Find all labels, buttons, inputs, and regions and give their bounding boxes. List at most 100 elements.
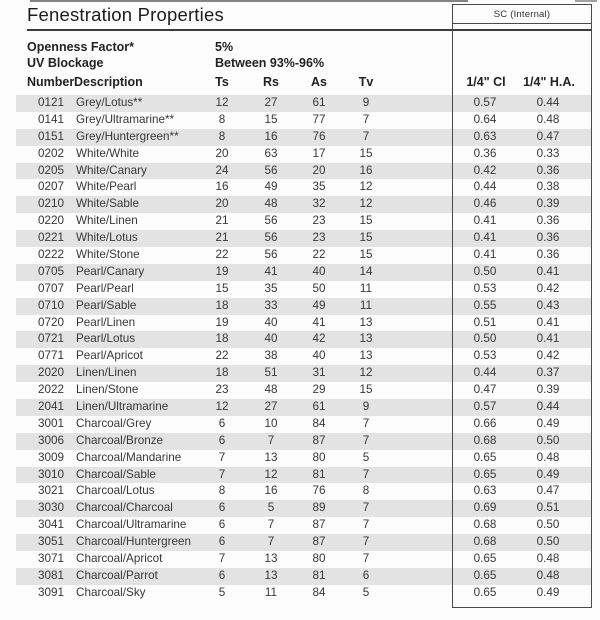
- cell-ts: 21: [215, 231, 229, 245]
- cell-number: 0210: [38, 197, 65, 211]
- cell-quarter-cl: 0.64: [473, 112, 497, 126]
- cell-rs: 27: [264, 96, 278, 109]
- cell-quarter-cl: 0.44: [473, 366, 497, 380]
- cell-number: 0221: [38, 231, 65, 245]
- cell-rs: 10: [264, 416, 278, 430]
- cell-quarter-ha: 0.42: [536, 349, 560, 363]
- cell-number: 3009: [38, 450, 65, 464]
- cell-ts: 19: [215, 264, 229, 278]
- cell-rs: 40: [264, 332, 278, 346]
- cell-number: 0771: [38, 349, 65, 363]
- cell-quarter-cl: 0.44: [473, 180, 497, 194]
- cell-rs: 40: [264, 315, 278, 329]
- cell-quarter-cl: 0.65: [473, 585, 497, 599]
- cell-rs: 41: [264, 264, 278, 278]
- cell-ts: 7: [218, 467, 226, 481]
- cell-as: 31: [312, 366, 326, 380]
- cell-description: Charcoal/Charcoal: [76, 501, 173, 515]
- cell-tv: 12: [359, 366, 373, 380]
- cell-quarter-ha: 0.36: [536, 214, 560, 228]
- cell-description: White/Pearl: [76, 180, 137, 194]
- cell-description: Pearl/Linen: [76, 315, 136, 329]
- table-row: 3001 Charcoal/Grey 6 10 84 7 0.66 0.49: [16, 416, 592, 433]
- cell-as: 61: [312, 400, 326, 414]
- cell-tv: 5: [362, 585, 370, 599]
- cell-number: 0202: [38, 146, 65, 160]
- cell-quarter-cl: 0.50: [473, 264, 497, 278]
- cell-ts: 6: [218, 535, 226, 549]
- cell-rs: 38: [264, 349, 278, 363]
- cell-tv: 6: [362, 568, 370, 582]
- cell-description: Linen/Linen: [76, 366, 137, 380]
- cell-as: 76: [312, 484, 326, 498]
- cell-number: 3051: [38, 535, 65, 549]
- cell-as: 80: [312, 450, 326, 464]
- cell-quarter-ha: 0.48: [536, 568, 560, 582]
- cell-description: Charcoal/Huntergreen: [76, 535, 191, 549]
- cell-ts: 20: [215, 146, 229, 160]
- cell-tv: 13: [359, 332, 373, 346]
- cell-tv: 7: [362, 433, 370, 447]
- cell-description: Pearl/Canary: [76, 264, 145, 278]
- cell-quarter-cl: 0.57: [473, 400, 497, 414]
- table-row: 0202 White/White 20 63 17 15 0.36 0.33: [16, 146, 592, 163]
- cell-description: Pearl/Lotus: [76, 332, 136, 346]
- cell-description: Charcoal/Apricot: [76, 552, 163, 566]
- cell-quarter-ha: 0.37: [536, 366, 560, 380]
- cell-as: 40: [312, 264, 326, 278]
- table-row: 0205 White/Canary 24 56 20 16 0.42 0.36: [16, 162, 592, 180]
- cell-as: 29: [312, 383, 326, 397]
- cell-quarter-cl: 0.36: [473, 146, 497, 160]
- table-row: 0141 Grey/Ultramarine** 8 15 77 7 0.64 0…: [16, 112, 592, 129]
- cell-ts: 6: [218, 568, 226, 582]
- cell-ts: 23: [215, 383, 229, 397]
- cell-ts: 8: [218, 112, 226, 126]
- cell-number: 0720: [38, 315, 65, 329]
- cell-description: White/Canary: [76, 163, 147, 177]
- cell-quarter-cl: 0.68: [473, 535, 497, 549]
- cell-rs: 51: [264, 366, 278, 380]
- cell-rs: 5: [267, 501, 275, 515]
- cell-description: White/Linen: [76, 214, 138, 228]
- cell-quarter-ha: 0.36: [536, 231, 560, 245]
- cell-quarter-cl: 0.57: [473, 96, 497, 109]
- cell-quarter-cl: 0.41: [473, 231, 497, 245]
- cell-tv: 9: [362, 400, 370, 414]
- cell-ts: 24: [215, 163, 229, 177]
- cell-ts: 7: [218, 450, 226, 464]
- cell-quarter-cl: 0.69: [473, 501, 497, 515]
- cell-as: 89: [312, 501, 326, 515]
- table-row: 0207 White/Pearl 16 49 35 12 0.44 0.38: [16, 179, 592, 196]
- cell-quarter-ha: 0.43: [536, 298, 560, 312]
- cell-quarter-ha: 0.47: [536, 129, 560, 143]
- cell-description: White/Sable: [76, 197, 140, 211]
- cell-description: Charcoal/Lotus: [76, 484, 155, 498]
- uv-blockage-value: Between 93%-96%: [215, 56, 325, 70]
- table-row: 0121 Grey/Lotus** 12 27 61 9 0.57 0.44: [16, 95, 592, 112]
- cell-rs: 56: [264, 214, 278, 228]
- cell-as: 23: [312, 231, 326, 245]
- cell-as: 81: [312, 568, 326, 582]
- table-row: 3091 Charcoal/Sky 5 11 84 5 0.65 0.49: [16, 585, 592, 602]
- cell-description: Charcoal/Sky: [76, 585, 146, 599]
- cell-rs: 27: [264, 400, 278, 414]
- cell-tv: 13: [359, 349, 373, 363]
- cell-quarter-ha: 0.41: [536, 332, 560, 346]
- cell-tv: 8: [362, 484, 370, 498]
- cell-as: 42: [312, 332, 326, 346]
- cell-quarter-cl: 0.68: [473, 433, 497, 447]
- cell-quarter-cl: 0.55: [473, 298, 497, 312]
- cell-quarter-ha: 0.41: [536, 264, 560, 278]
- cell-tv: 7: [362, 416, 370, 430]
- cell-quarter-ha: 0.48: [536, 112, 560, 126]
- cell-rs: 13: [264, 552, 278, 566]
- cell-quarter-cl: 0.46: [473, 197, 497, 211]
- cell-number: 3041: [38, 518, 65, 532]
- cell-as: 20: [312, 163, 326, 177]
- table-row: 0220 White/Linen 21 56 23 15 0.41 0.36: [16, 213, 592, 230]
- cell-as: 32: [312, 197, 326, 211]
- cell-quarter-ha: 0.38: [536, 180, 560, 194]
- cell-rs: 16: [264, 129, 278, 143]
- cell-description: Grey/Huntergreen**: [76, 129, 179, 143]
- cell-number: 3071: [38, 552, 65, 566]
